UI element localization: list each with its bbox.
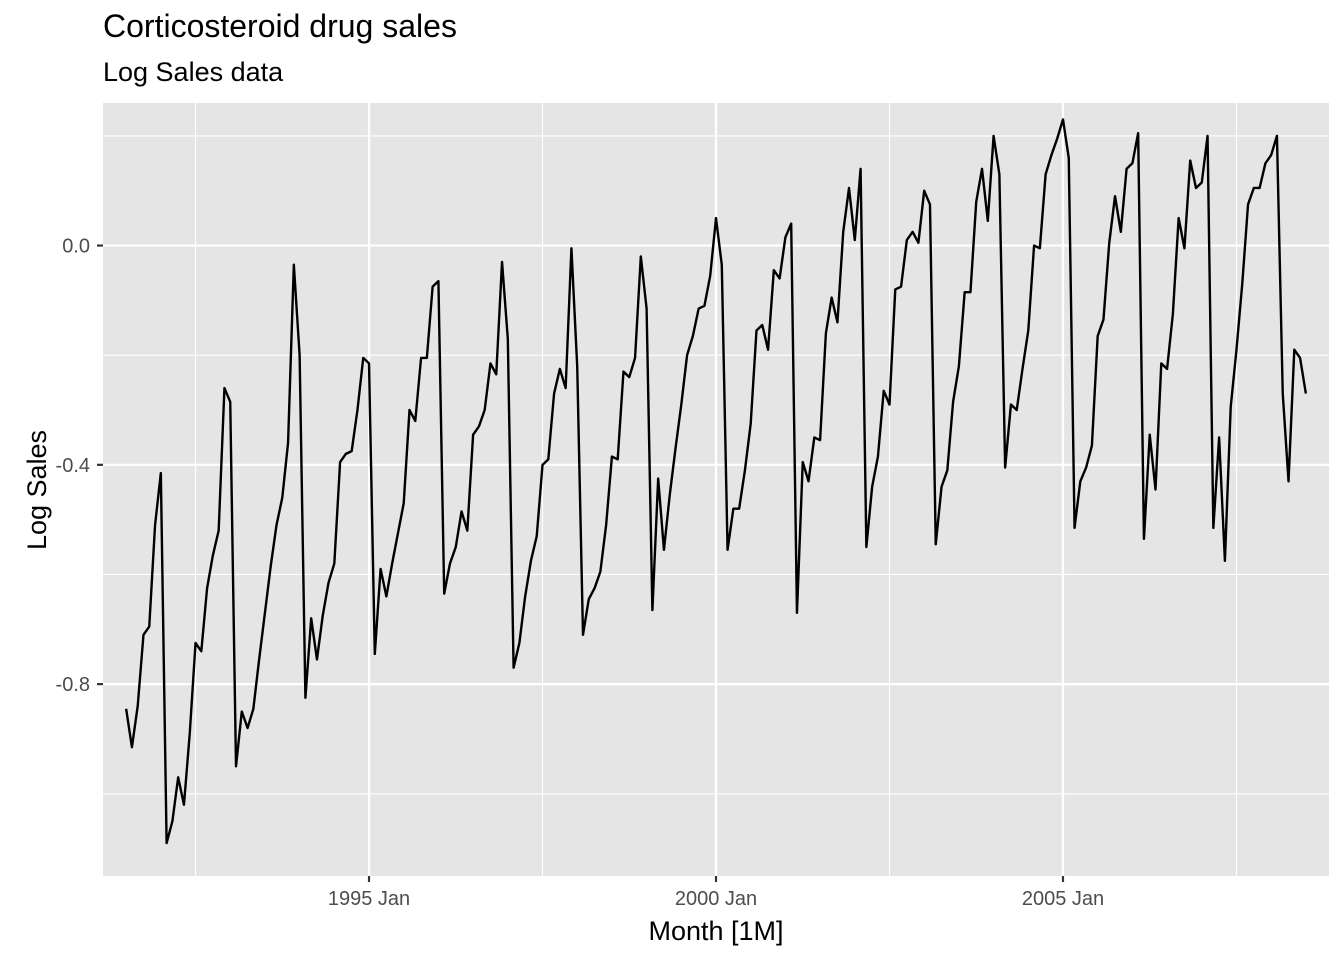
x-axis-title: Month [1M] — [648, 916, 783, 946]
chart-title: Corticosteroid drug sales — [103, 8, 457, 44]
x-tick-label: 1995 Jan — [328, 888, 410, 910]
x-axis: 1995 Jan 2000 Jan 2005 Jan — [328, 876, 1104, 910]
y-tick-label: 0.0 — [62, 236, 90, 258]
y-axis-title: Log Sales — [22, 430, 52, 550]
chart-subtitle: Log Sales data — [103, 57, 284, 87]
y-axis: 0.0 -0.4 -0.8 — [56, 236, 103, 696]
x-tick-label: 2005 Jan — [1022, 888, 1104, 910]
y-tick-label: -0.8 — [56, 674, 90, 696]
major-gridlines — [103, 103, 1329, 876]
x-tick-label: 2000 Jan — [675, 888, 757, 910]
series-line — [124, 118, 1308, 845]
y-tick-label: -0.4 — [56, 455, 90, 477]
